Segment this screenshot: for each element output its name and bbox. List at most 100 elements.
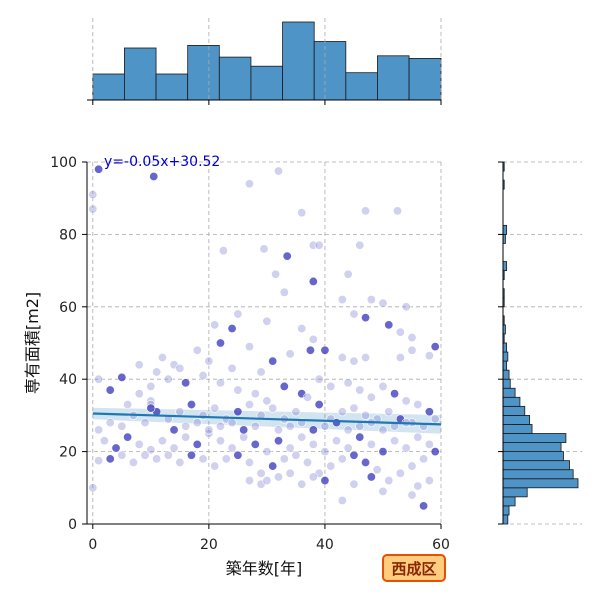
scatter-point [332, 418, 342, 428]
scatter-point [366, 439, 376, 449]
scatter-point [146, 381, 156, 391]
right-hist-bar [502, 360, 508, 371]
right-hist-bar [502, 261, 508, 271]
scatter-point [390, 389, 400, 399]
scatter-point [192, 418, 202, 428]
scatter-point [256, 479, 266, 489]
region-badge: 西成区 [382, 554, 446, 582]
scatter-point [297, 479, 307, 489]
right-hist-bar [502, 387, 516, 398]
scatter-point [361, 457, 371, 467]
scatter-point [349, 309, 359, 319]
scatter-point [88, 204, 98, 214]
scatter-point [256, 468, 266, 478]
right-hist-bar [502, 424, 533, 434]
scatter-point [430, 342, 440, 352]
scatter-point [303, 392, 313, 402]
scatter-point [181, 432, 191, 442]
y-tick-label: 0 [68, 517, 77, 533]
scatter-point [291, 450, 301, 460]
scatter-point [244, 179, 254, 189]
top-hist-bar [92, 73, 125, 101]
scatter-point [262, 396, 272, 406]
top-hist-bar [377, 55, 410, 101]
top-hist-bar [345, 72, 378, 101]
right-hist-bar [502, 460, 570, 471]
scatter-point [218, 246, 228, 256]
scatter-point [343, 378, 353, 388]
scatter-point [244, 342, 254, 352]
scatter-point [210, 461, 220, 471]
scatter-point [146, 445, 156, 455]
right-hist-bar [502, 396, 521, 407]
scatter-point [198, 410, 208, 420]
scatter-point [326, 381, 336, 391]
scatter-point [343, 425, 353, 435]
right-hist-bar [502, 478, 579, 489]
top-hist-bar [282, 21, 315, 101]
scatter-point [395, 352, 405, 362]
scatter-point [250, 439, 260, 449]
scatter-point [134, 360, 144, 370]
scatter-point [308, 472, 318, 482]
scatter-point [384, 476, 394, 486]
scatter-point [392, 206, 402, 216]
y-tick-label: 20 [59, 445, 77, 461]
scatter-point [227, 363, 237, 373]
scatter-point [297, 389, 307, 399]
scatter-point [210, 403, 220, 413]
scatter-point [332, 436, 342, 446]
right-hist-bar [502, 224, 508, 235]
right-hist-bar [502, 505, 510, 516]
y-tick-label: 40 [59, 372, 77, 388]
scatter-point [152, 454, 162, 464]
scatter-point [361, 410, 371, 420]
regression-band-layer [92, 407, 441, 434]
scatter-point [274, 425, 284, 435]
scatter-point [413, 432, 423, 442]
scatter-point [163, 450, 173, 460]
scatter-point [305, 345, 315, 355]
right-hist-bar [502, 369, 510, 380]
scatter-point [378, 425, 388, 435]
scatter-point [355, 421, 365, 431]
top-hist-bar [124, 47, 157, 101]
scatter-point [355, 432, 365, 442]
scatter-point [361, 352, 371, 362]
scatter-point [297, 432, 307, 442]
scatter-point [424, 351, 434, 361]
scatter-point [378, 381, 388, 391]
scatter-point [401, 396, 411, 406]
scatter-point [395, 468, 405, 478]
scatter-point [163, 374, 173, 384]
scatter-point [366, 472, 376, 482]
scatter-point [378, 447, 388, 457]
scatter-point [337, 454, 347, 464]
scatter-point [343, 269, 353, 279]
scatter-point [268, 403, 278, 413]
y-tick-label: 60 [59, 300, 77, 316]
scatter-point [274, 166, 284, 176]
scatter-point [181, 378, 191, 388]
scatter-point [291, 407, 301, 417]
scatter-point [308, 439, 318, 449]
scatter-point [233, 309, 243, 319]
scatter-point [407, 345, 417, 355]
right-hist-bar [502, 451, 564, 462]
scatter-point [343, 443, 353, 453]
region-badge-label: 西成区 [391, 560, 436, 578]
x-tick-label: 40 [316, 537, 334, 553]
top-hist-bar [313, 41, 347, 101]
scatter-point [337, 295, 347, 305]
scatter-point [297, 208, 307, 218]
scatter-point [366, 295, 376, 305]
scatter-point [271, 269, 281, 279]
scatter-point [308, 276, 318, 286]
scatter-point [262, 476, 272, 486]
x-tick-label: 0 [88, 537, 97, 553]
regression-line [92, 412, 442, 426]
scatter-point [175, 407, 185, 417]
scatter-point [424, 439, 434, 449]
